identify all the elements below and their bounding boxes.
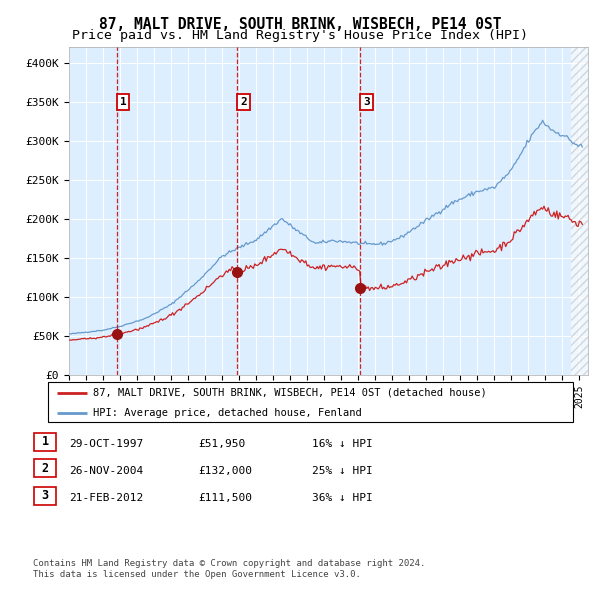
Text: £111,500: £111,500	[198, 493, 252, 503]
Text: £132,000: £132,000	[198, 466, 252, 476]
Text: 29-OCT-1997: 29-OCT-1997	[69, 440, 143, 449]
Text: 1: 1	[41, 435, 49, 448]
Bar	[571, 47, 590, 375]
Text: HPI: Average price, detached house, Fenland: HPI: Average price, detached house, Fenl…	[92, 408, 361, 418]
Text: 1: 1	[120, 97, 127, 107]
FancyBboxPatch shape	[34, 433, 56, 451]
Text: Price paid vs. HM Land Registry's House Price Index (HPI): Price paid vs. HM Land Registry's House …	[72, 30, 528, 42]
Text: 3: 3	[363, 97, 370, 107]
Text: 2: 2	[240, 97, 247, 107]
Text: 87, MALT DRIVE, SOUTH BRINK, WISBECH, PE14 0ST: 87, MALT DRIVE, SOUTH BRINK, WISBECH, PE…	[99, 17, 501, 31]
Text: 21-FEB-2012: 21-FEB-2012	[69, 493, 143, 503]
FancyBboxPatch shape	[34, 460, 56, 477]
FancyBboxPatch shape	[48, 382, 573, 422]
Text: This data is licensed under the Open Government Licence v3.0.: This data is licensed under the Open Gov…	[33, 571, 361, 579]
Text: 87, MALT DRIVE, SOUTH BRINK, WISBECH, PE14 0ST (detached house): 87, MALT DRIVE, SOUTH BRINK, WISBECH, PE…	[92, 388, 487, 398]
Text: 26-NOV-2004: 26-NOV-2004	[69, 466, 143, 476]
Text: Contains HM Land Registry data © Crown copyright and database right 2024.: Contains HM Land Registry data © Crown c…	[33, 559, 425, 568]
Text: £51,950: £51,950	[198, 440, 245, 449]
Text: 3: 3	[41, 489, 49, 502]
Text: 25% ↓ HPI: 25% ↓ HPI	[312, 466, 373, 476]
Text: 2: 2	[41, 462, 49, 475]
Text: 36% ↓ HPI: 36% ↓ HPI	[312, 493, 373, 503]
Text: 16% ↓ HPI: 16% ↓ HPI	[312, 440, 373, 449]
FancyBboxPatch shape	[34, 487, 56, 504]
